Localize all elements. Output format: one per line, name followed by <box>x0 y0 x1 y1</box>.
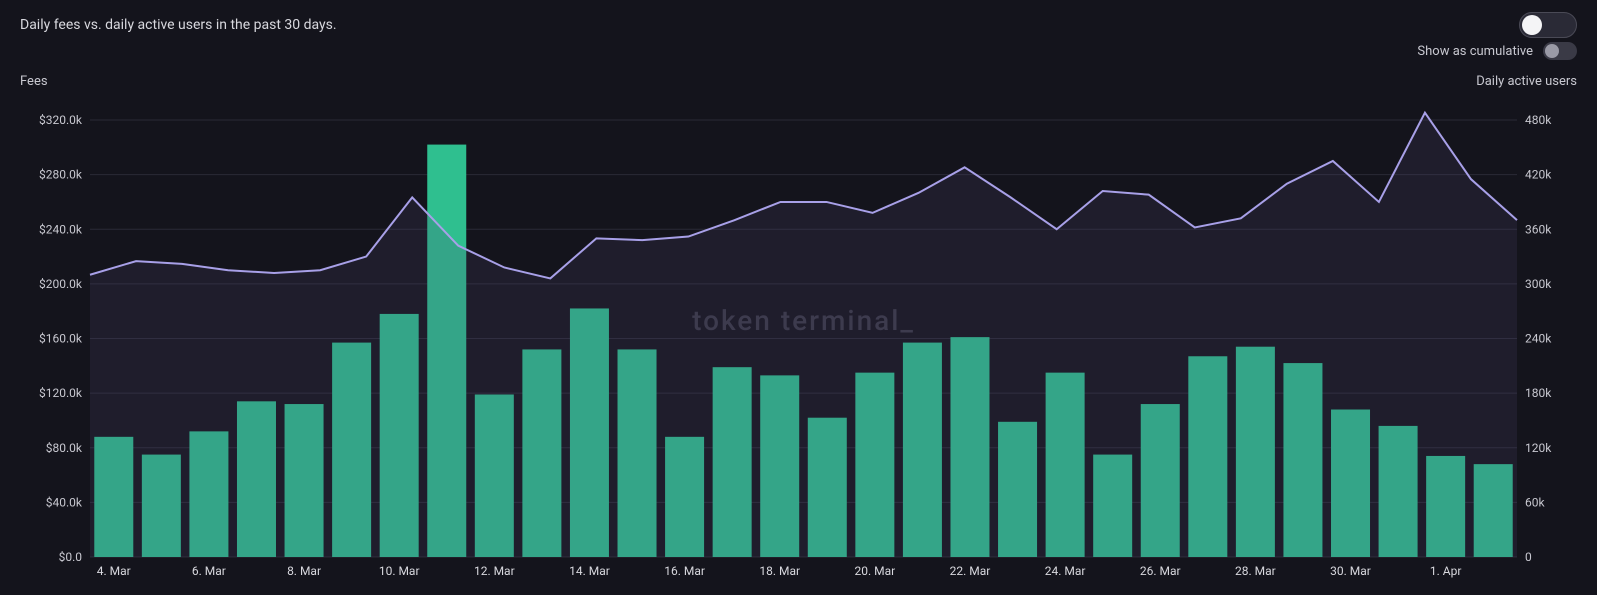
left-tick-label: $280.0k <box>39 168 83 182</box>
x-tick-label: 16. Mar <box>664 564 705 578</box>
x-tick-label: 6. Mar <box>192 564 226 578</box>
left-tick-label: $320.0k <box>39 113 83 127</box>
x-tick-label: 18. Mar <box>759 564 800 578</box>
x-tick-label: 4. Mar <box>97 564 131 578</box>
left-tick-label: $0.0 <box>59 550 83 564</box>
users-area <box>90 113 1517 557</box>
x-tick-label: 1. Apr <box>1430 564 1462 578</box>
left-tick-label: $120.0k <box>39 386 83 400</box>
x-tick-label: 22. Mar <box>950 564 991 578</box>
right-tick-label: 300k <box>1525 277 1552 291</box>
x-tick-label: 20. Mar <box>854 564 895 578</box>
x-tick-label: 26. Mar <box>1140 564 1181 578</box>
right-tick-label: 0 <box>1525 550 1532 564</box>
x-tick-label: 8. Mar <box>287 564 321 578</box>
right-axis-title: Daily active users <box>1476 74 1577 89</box>
right-tick-label: 180k <box>1525 386 1552 400</box>
x-tick-label: 28. Mar <box>1235 564 1276 578</box>
x-tick-label: 10. Mar <box>379 564 420 578</box>
cumulative-toggle-knob <box>1545 44 1559 58</box>
series-toggle[interactable] <box>1519 12 1577 38</box>
right-tick-label: 120k <box>1525 441 1552 455</box>
right-tick-label: 240k <box>1525 332 1552 346</box>
chart-area: $0.0 $40.0k $80.0k $120.0k $160.0k $200.0k $24… <box>20 110 1577 585</box>
right-tick-label: 480k <box>1525 113 1552 127</box>
x-tick-label: 24. Mar <box>1045 564 1086 578</box>
x-tick-label: 12. Mar <box>474 564 515 578</box>
left-tick-label: $40.0k <box>46 495 83 509</box>
cumulative-toggle[interactable] <box>1543 42 1577 60</box>
x-tick-label: 30. Mar <box>1330 564 1371 578</box>
right-tick-label: 60k <box>1525 495 1545 509</box>
left-axis-title: Fees <box>20 74 48 89</box>
cumulative-label: Show as cumulative <box>1417 44 1533 59</box>
series-toggle-knob <box>1522 15 1542 35</box>
right-tick-label: 420k <box>1525 168 1552 182</box>
left-tick-label: $240.0k <box>39 222 83 236</box>
chart-title: Daily fees vs. daily active users in the… <box>20 17 337 33</box>
left-tick-label: $80.0k <box>46 441 83 455</box>
right-tick-label: 360k <box>1525 222 1552 236</box>
chart-svg: $0.0 $40.0k $80.0k $120.0k $160.0k $200.0k $24… <box>20 110 1577 585</box>
x-tick-label: 14. Mar <box>569 564 610 578</box>
left-tick-label: $160.0k <box>39 332 83 346</box>
left-tick-label: $200.0k <box>39 277 83 291</box>
